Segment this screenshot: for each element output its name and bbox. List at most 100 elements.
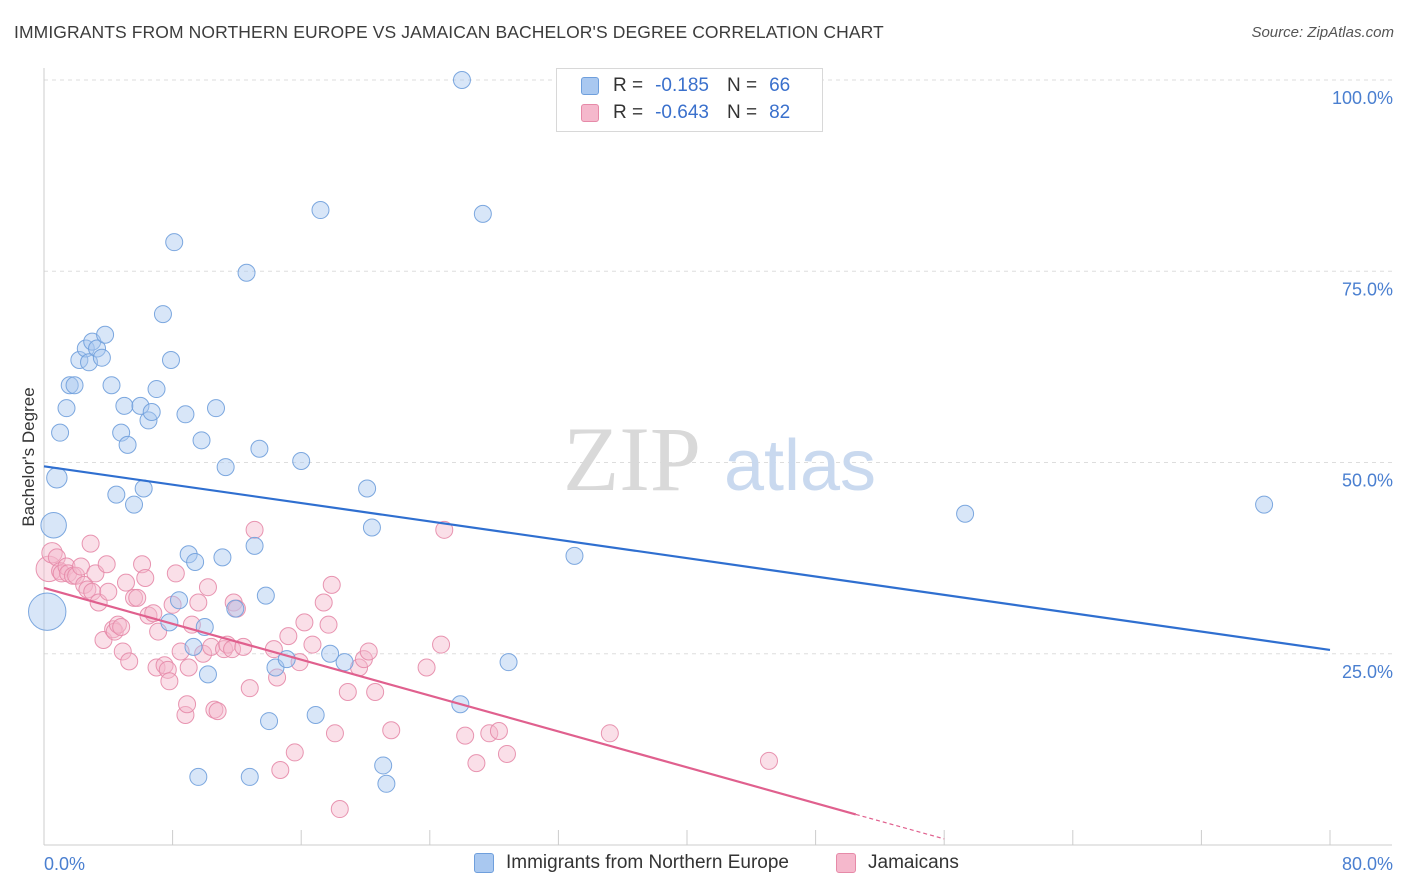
data-point-jamaicans (279, 627, 298, 646)
trend-line-jamaicans (43, 586, 857, 816)
data-point-jamaicans (179, 658, 198, 677)
data-point-jamaicans (456, 726, 475, 745)
data-point-northern-europe (473, 204, 492, 223)
trend-line-northern-europe (43, 465, 1331, 652)
data-point-northern-europe (107, 485, 126, 504)
legend-swatch-pink (836, 853, 856, 873)
legend-swatch-blue (474, 853, 494, 873)
data-point-northern-europe (256, 586, 275, 605)
legend-label-jamaicans: Jamaicans (868, 852, 959, 873)
legend-item-northern-europe[interactable]: Immigrants from Northern Europe (474, 852, 789, 874)
data-point-northern-europe (237, 263, 256, 282)
data-point-northern-europe (452, 71, 471, 89)
data-point-jamaicans (71, 557, 90, 576)
legend-swatch-pink (581, 104, 599, 122)
legend-r-label: R = (613, 75, 644, 96)
series-jamaicans (35, 520, 778, 819)
series-legend: Immigrants from Northern Europe Jamaican… (0, 852, 1406, 878)
data-point-northern-europe (125, 495, 144, 514)
data-point-northern-europe (161, 350, 180, 369)
source-credit: Source: ZipAtlas.com (1251, 24, 1394, 41)
data-point-jamaicans (133, 555, 152, 574)
data-point-jamaicans (116, 573, 135, 592)
grid-lines (44, 79, 1392, 655)
legend-item-jamaicans[interactable]: Jamaicans (836, 852, 959, 874)
data-point-northern-europe (153, 305, 172, 324)
data-point-jamaicans (128, 588, 147, 607)
data-point-jamaicans (295, 613, 314, 632)
y-axis-title: Bachelor's Degree (19, 387, 38, 526)
data-point-northern-europe (57, 399, 76, 418)
data-point-jamaicans (435, 520, 454, 539)
axes (43, 68, 1392, 846)
data-point-northern-europe (213, 548, 232, 567)
data-point-northern-europe (142, 403, 161, 422)
data-point-northern-europe (186, 552, 205, 571)
legend-n-value: 82 (769, 102, 791, 123)
data-point-jamaicans (330, 800, 349, 819)
data-point-jamaicans (158, 660, 177, 679)
data-point-jamaicans (208, 702, 227, 721)
data-point-jamaicans (382, 721, 401, 740)
data-point-northern-europe (260, 712, 279, 731)
data-point-jamaicans (198, 578, 217, 597)
data-point-jamaicans (99, 582, 118, 601)
legend-row-jamaicans: R = -0.643 N = 82 (581, 101, 790, 125)
watermark-zip: ZIP (563, 408, 701, 510)
data-point-jamaicans (160, 672, 179, 691)
legend-r-label: R = (613, 102, 644, 123)
data-point-jamaicans (322, 575, 341, 594)
legend-label-northern-europe: Immigrants from Northern Europe (506, 852, 789, 873)
data-point-northern-europe (65, 376, 84, 395)
data-point-northern-europe (565, 546, 584, 565)
legend-swatch-blue (581, 77, 599, 95)
data-point-northern-europe (292, 451, 311, 470)
data-point-northern-europe (250, 439, 269, 458)
chart-title: IMMIGRANTS FROM NORTHERN EUROPE VS JAMAI… (14, 22, 884, 42)
data-point-northern-europe (499, 653, 518, 672)
data-point-jamaicans (166, 564, 185, 583)
data-point-jamaicans (163, 595, 182, 614)
data-point-northern-europe (131, 396, 150, 415)
data-point-northern-europe (184, 637, 203, 656)
data-point-jamaicans (432, 635, 451, 654)
data-point-jamaicans (57, 557, 76, 576)
data-point-northern-europe (245, 536, 264, 555)
data-point-northern-europe (51, 423, 70, 442)
x-tick-label: 0.0% (44, 854, 85, 874)
data-point-northern-europe (170, 591, 189, 610)
y-tick-label: 25.0% (1342, 662, 1393, 682)
legend-r-value: -0.185 (655, 75, 709, 96)
data-point-jamaicans (366, 683, 385, 701)
watermark: ZIP atlas (563, 408, 876, 510)
data-point-northern-europe (956, 504, 975, 523)
data-point-northern-europe (165, 233, 184, 252)
data-point-jamaicans (112, 617, 131, 636)
data-point-jamaicans (489, 722, 508, 741)
data-point-northern-europe (226, 599, 245, 618)
data-point-jamaicans (417, 658, 436, 677)
legend-n-label: N = (726, 102, 758, 123)
data-point-northern-europe (1255, 495, 1274, 514)
data-point-jamaicans (467, 754, 486, 773)
data-point-jamaicans (136, 569, 155, 588)
data-point-northern-europe (306, 705, 325, 724)
data-point-jamaicans (178, 695, 197, 714)
data-point-northern-europe (358, 479, 377, 498)
data-point-northern-europe (102, 376, 121, 395)
data-point-jamaicans (359, 642, 378, 661)
stats-legend: R = -0.185 N = 66 R = -0.643 N = 82 (556, 68, 823, 132)
data-point-northern-europe (118, 435, 137, 454)
data-point-jamaicans (189, 593, 208, 612)
data-point-northern-europe (134, 479, 153, 498)
data-point-northern-europe (362, 518, 381, 537)
data-point-northern-europe (311, 201, 330, 220)
data-point-jamaicans (271, 761, 290, 780)
data-point-northern-europe (240, 767, 259, 786)
x-tick-labels: 0.0% 80.0% (44, 854, 1393, 874)
data-point-northern-europe (176, 405, 195, 424)
data-point-jamaicans (314, 593, 333, 612)
y-tick-label: 75.0% (1342, 279, 1393, 299)
watermark-atlas: atlas (724, 426, 876, 506)
